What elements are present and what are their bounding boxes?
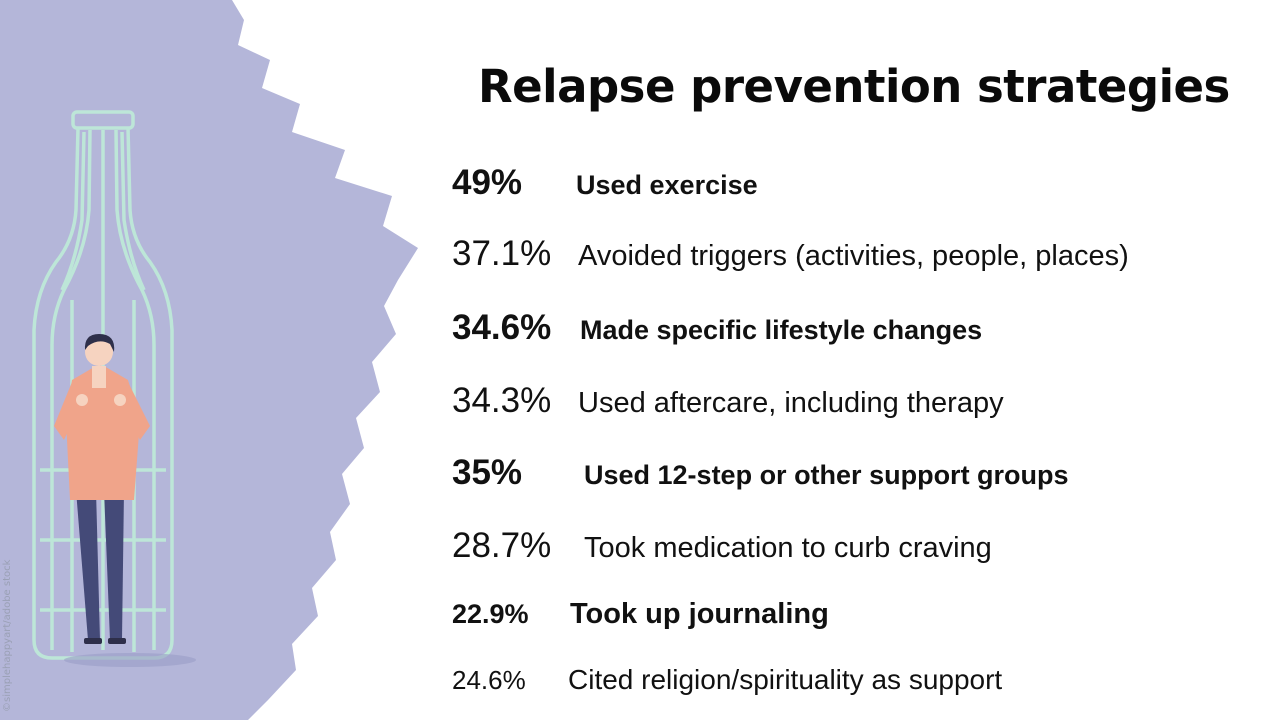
strategy-row: 34.6% Made specific lifestyle changes [452, 308, 982, 348]
strategy-percent: 35% [452, 453, 523, 492]
strategy-row: 28.7% Took medication to curb craving [452, 526, 992, 566]
strategy-label: Made specific lifestyle changes [580, 315, 983, 345]
page-title: Relapse prevention strategies [478, 60, 1230, 113]
strategy-label: Used exercise [576, 170, 758, 200]
strategy-percent: 34.6% [452, 308, 552, 347]
strategy-percent: 28.7% [452, 526, 552, 565]
bottle-icon [32, 110, 174, 660]
strategy-row: 35% Used 12-step or other support groups [452, 453, 1069, 493]
strategy-row: 49% Used exercise [452, 163, 758, 203]
strategy-label: Took up journaling [570, 598, 829, 630]
strategy-label: Used aftercare, including therapy [578, 387, 1004, 419]
floor-shadow [64, 653, 196, 667]
brush-stroke [0, 0, 418, 720]
strategy-label: Took medication to curb craving [584, 532, 992, 564]
strategy-label: Avoided triggers (activities, people, pl… [578, 240, 1129, 272]
strategy-row: 22.9% Took up journaling [452, 598, 829, 631]
strategy-row: 34.3% Used aftercare, including therapy [452, 381, 1004, 421]
person-icon [54, 334, 150, 644]
strategy-percent: 34.3% [452, 381, 552, 420]
strategy-row: 24.6% Cited religion/spirituality as sup… [452, 664, 1002, 696]
strategy-percent: 49% [452, 163, 523, 202]
strategy-list: 49% Used exercise 37.1% Avoided triggers… [452, 0, 1272, 720]
image-credit: ©simplehappyart/adobe stock [2, 559, 13, 712]
strategy-row: 37.1% Avoided triggers (activities, peop… [452, 234, 1129, 274]
illustration [0, 0, 418, 720]
strategy-percent: 22.9% [452, 599, 529, 629]
strategy-label: Cited religion/spirituality as support [568, 664, 1003, 695]
strategy-label: Used 12-step or other support groups [584, 460, 1069, 490]
strategy-percent: 24.6% [452, 665, 526, 695]
strategy-percent: 37.1% [452, 234, 552, 273]
